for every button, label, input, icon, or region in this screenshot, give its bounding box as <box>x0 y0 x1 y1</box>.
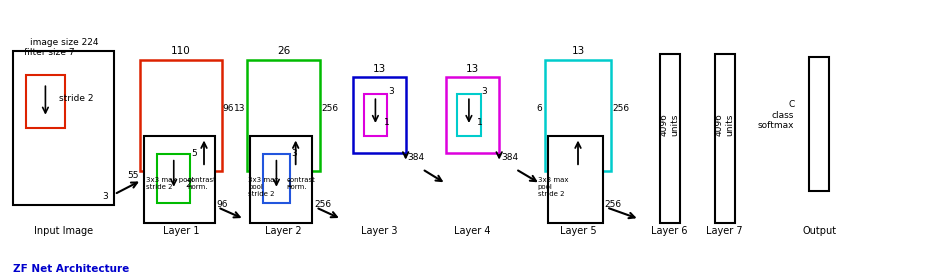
Text: Output: Output <box>802 226 836 236</box>
FancyBboxPatch shape <box>446 77 500 153</box>
Text: 3x3 max
pool
stride 2: 3x3 max pool stride 2 <box>248 177 278 197</box>
Text: 384: 384 <box>408 153 425 162</box>
Text: 1: 1 <box>477 118 483 127</box>
FancyBboxPatch shape <box>13 51 114 205</box>
Text: 5: 5 <box>191 148 197 158</box>
Text: 256: 256 <box>605 200 622 210</box>
Text: 110: 110 <box>171 46 191 56</box>
Text: 3: 3 <box>291 148 297 158</box>
FancyBboxPatch shape <box>548 136 603 223</box>
Text: 13: 13 <box>373 64 386 74</box>
Text: 4096
units: 4096 units <box>660 113 679 136</box>
Text: 13: 13 <box>572 46 585 56</box>
FancyBboxPatch shape <box>660 54 680 223</box>
Text: Input Image: Input Image <box>34 226 93 236</box>
Text: 256: 256 <box>314 200 331 210</box>
Text: 96: 96 <box>222 104 234 113</box>
Text: contrast
norm.: contrast norm. <box>188 177 216 190</box>
Text: filter size 7: filter size 7 <box>24 48 75 57</box>
FancyBboxPatch shape <box>250 136 312 223</box>
Text: 1: 1 <box>384 118 389 127</box>
Text: ZF Net Architecture: ZF Net Architecture <box>13 264 130 274</box>
Text: 3x3 max
pool
stride 2: 3x3 max pool stride 2 <box>537 177 568 197</box>
Text: 384: 384 <box>501 153 518 162</box>
FancyBboxPatch shape <box>352 77 406 153</box>
FancyBboxPatch shape <box>715 54 734 223</box>
Text: 256: 256 <box>612 104 629 113</box>
FancyBboxPatch shape <box>140 60 222 171</box>
Text: 13: 13 <box>234 104 245 113</box>
Text: C
class
softmax: C class softmax <box>758 100 795 130</box>
Text: 3: 3 <box>103 192 108 201</box>
Text: Layer 7: Layer 7 <box>707 226 743 236</box>
Text: 6: 6 <box>536 104 542 113</box>
Text: Layer 5: Layer 5 <box>560 226 597 236</box>
Text: 26: 26 <box>278 46 290 56</box>
Text: Layer 1: Layer 1 <box>163 226 199 236</box>
FancyBboxPatch shape <box>26 75 65 128</box>
Text: contrast
norm.: contrast norm. <box>287 177 315 190</box>
FancyBboxPatch shape <box>364 94 388 136</box>
FancyBboxPatch shape <box>157 154 191 203</box>
Text: 256: 256 <box>321 104 339 113</box>
Text: 2: 2 <box>186 180 191 189</box>
FancyBboxPatch shape <box>143 136 215 223</box>
Text: Layer 2: Layer 2 <box>265 226 302 236</box>
Text: 3: 3 <box>482 87 487 96</box>
Text: Layer 6: Layer 6 <box>651 226 688 236</box>
FancyBboxPatch shape <box>457 94 481 136</box>
Text: stride 2: stride 2 <box>59 94 93 103</box>
Text: 3: 3 <box>388 87 394 96</box>
FancyBboxPatch shape <box>545 60 611 171</box>
Text: Layer 3: Layer 3 <box>361 226 398 236</box>
Text: 55: 55 <box>128 171 139 180</box>
Text: 13: 13 <box>466 64 479 74</box>
Text: 3x3 max pool
stride 2: 3x3 max pool stride 2 <box>146 177 194 190</box>
FancyBboxPatch shape <box>247 60 320 171</box>
Text: image size 224: image size 224 <box>30 38 98 47</box>
FancyBboxPatch shape <box>809 57 829 191</box>
Text: 4096
units: 4096 units <box>715 113 734 136</box>
FancyBboxPatch shape <box>263 154 290 203</box>
Text: 1: 1 <box>287 180 292 189</box>
Text: Layer 4: Layer 4 <box>454 226 491 236</box>
Text: 96: 96 <box>216 200 228 210</box>
